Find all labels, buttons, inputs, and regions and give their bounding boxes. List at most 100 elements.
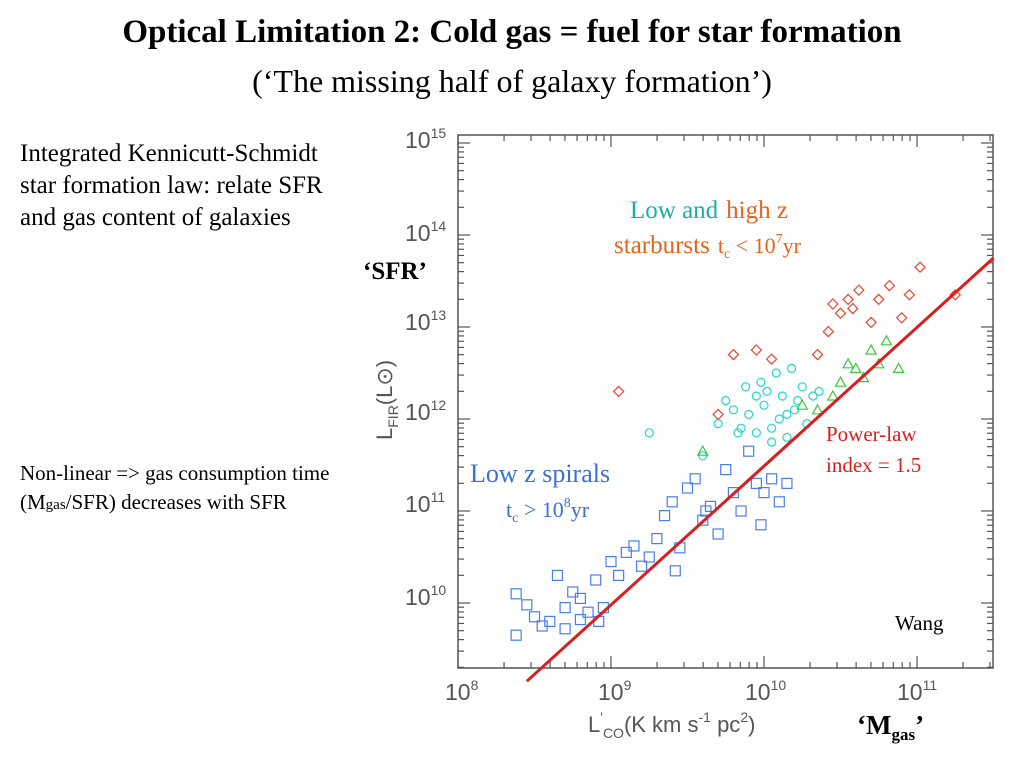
x-tick-1e11: 1011 xyxy=(897,677,937,705)
square-point xyxy=(720,464,732,476)
diamond-point xyxy=(727,348,740,361)
mgas-axis-label: ‘Mgas’ xyxy=(857,710,924,745)
square-point xyxy=(758,487,770,499)
square-point xyxy=(700,505,712,517)
mgas-label-pre: ‘M xyxy=(857,710,892,740)
data-points xyxy=(510,261,962,641)
y-tick-1e14: 1014 xyxy=(405,218,446,246)
circle-point xyxy=(767,437,777,447)
diamond-point xyxy=(853,284,865,297)
square-point xyxy=(773,496,785,508)
triangle-point xyxy=(796,398,809,410)
square-point xyxy=(697,514,709,526)
spirals-tc-sub: c xyxy=(512,511,518,526)
square-point xyxy=(559,601,571,614)
tick-marks xyxy=(457,135,993,668)
square-point xyxy=(766,473,778,485)
square-point xyxy=(528,611,541,623)
powerlaw-annotation-line1: Power-law xyxy=(826,422,917,446)
high-z-text: high z xyxy=(726,197,788,224)
square-point xyxy=(635,560,648,572)
circle-point xyxy=(744,409,754,419)
spirals-tc: t xyxy=(506,497,512,522)
square-point xyxy=(750,477,762,489)
square-point xyxy=(743,445,755,457)
diamond-point xyxy=(846,302,859,315)
starburst-annotation-line2: starbursts tc < 107yr xyxy=(614,232,802,262)
y-tick-1e10: 1010 xyxy=(405,582,446,610)
y-axis-title: LFIR(L⊙) xyxy=(372,360,401,440)
square-point xyxy=(669,565,681,577)
starburst-yr: yr xyxy=(783,233,802,258)
mgas-label-sub: gas xyxy=(891,725,916,744)
square-point xyxy=(613,569,625,582)
credit-text: Wang xyxy=(895,611,944,635)
triangle-point xyxy=(892,362,905,373)
spirals-annotation-line1: Low z spirals xyxy=(470,459,610,488)
nonlinear-text-pre: Non-linear => gas consumption time (M xyxy=(20,461,330,514)
circle-point xyxy=(814,386,824,396)
square-point xyxy=(781,477,793,489)
x-tick-1e10: 1010 xyxy=(745,677,786,705)
diamond-point xyxy=(827,298,839,310)
triangle-point xyxy=(811,403,824,415)
circle-point xyxy=(751,428,761,438)
diamond-point xyxy=(865,316,877,329)
nonlinear-text-post: /SFR) decreases with SFR xyxy=(65,490,287,514)
square-point xyxy=(582,606,594,618)
diamond-point xyxy=(811,348,824,361)
triangle-point xyxy=(865,343,878,355)
power-law-fit-line xyxy=(525,256,995,683)
triangle-point xyxy=(880,334,893,346)
circle-point xyxy=(786,363,797,373)
square-point xyxy=(681,482,694,494)
y-tick-labels: 1015 1014 1013 1012 1011 1010 xyxy=(405,125,446,610)
circle-point xyxy=(782,409,792,419)
square-point xyxy=(643,551,655,563)
circle-point xyxy=(797,382,807,392)
powerlaw-annotation-line2: index = 1.5 xyxy=(826,453,921,477)
circle-point xyxy=(767,423,777,433)
nonlinear-text: Non-linear => gas consumption time (Mgas… xyxy=(20,459,390,520)
diamond-point xyxy=(872,293,885,306)
diamond-point xyxy=(750,344,763,356)
circle-point xyxy=(728,405,739,415)
circle-point xyxy=(713,419,723,429)
diamond-point xyxy=(765,353,778,366)
diamond-point xyxy=(712,408,724,421)
square-point xyxy=(689,473,701,485)
mgas-label-post: ’ xyxy=(915,710,925,740)
circle-point xyxy=(759,400,769,410)
square-point xyxy=(755,519,767,531)
y-tick-1e11: 1011 xyxy=(405,489,445,517)
square-point xyxy=(620,546,632,559)
circle-point xyxy=(762,386,772,396)
y-tick-1e13: 1013 xyxy=(405,307,446,335)
triangle-point xyxy=(849,362,862,373)
low-and-text: Low and xyxy=(630,197,719,224)
triangle-point xyxy=(842,357,855,369)
diamond-point xyxy=(883,279,896,292)
starburst-annotation-line1: Low and high z xyxy=(630,197,788,224)
y-tick-1e15: 1015 xyxy=(405,125,446,153)
circle-point xyxy=(771,368,781,378)
square-point xyxy=(574,592,587,605)
plot-frame xyxy=(457,134,994,669)
diamond-point xyxy=(914,261,926,274)
square-point xyxy=(567,586,579,598)
kennicutt-schmidt-text: Integrated Kennicutt-Schmidt star format… xyxy=(20,140,323,231)
diamond-point xyxy=(895,311,908,324)
slide-title: Optical Limitation 2: Cold gas = fuel fo… xyxy=(122,14,902,50)
square-point xyxy=(628,540,640,552)
circle-point xyxy=(756,377,766,387)
square-point xyxy=(574,613,587,626)
square-point xyxy=(551,569,564,582)
circle-point xyxy=(808,391,818,401)
spirals-exp: 8 xyxy=(564,496,571,511)
triangle-point xyxy=(834,375,847,387)
x-tick-1e9: 109 xyxy=(598,677,632,705)
diamond-point xyxy=(822,325,835,338)
square-point xyxy=(510,629,522,641)
diamond-point xyxy=(903,288,916,301)
circle-point xyxy=(736,423,746,433)
